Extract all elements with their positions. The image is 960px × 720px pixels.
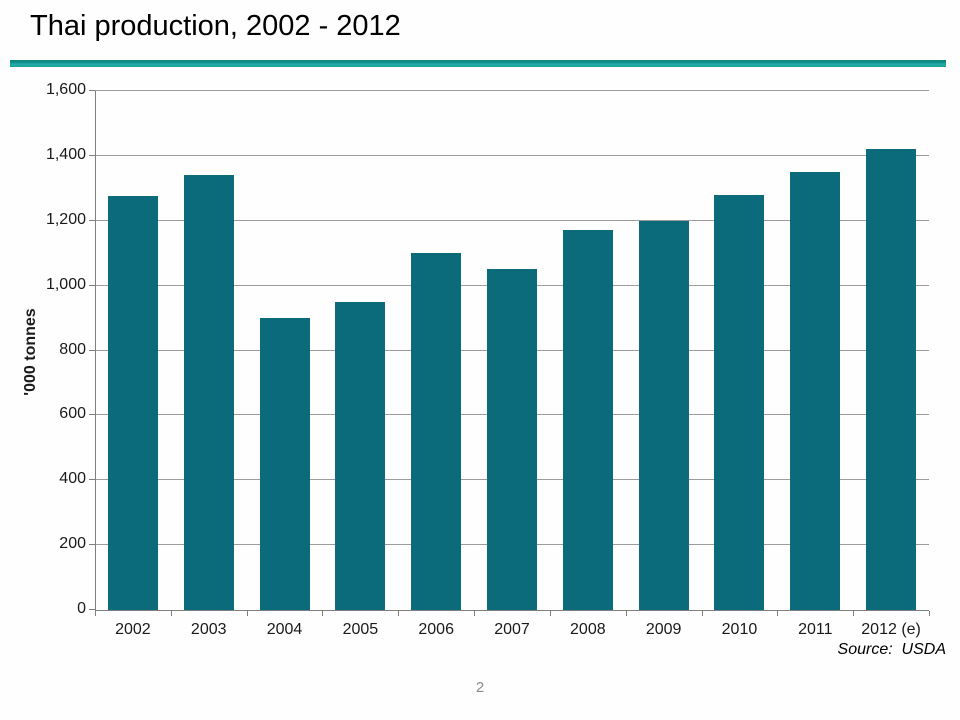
production-bar-chart: '000 tonnes Source: USDA 0 200 400 600 800 1,… [0,75,960,690]
gridline-1200 [95,219,929,221]
x-axis-tick [853,611,854,616]
x-axis-tick [626,611,627,616]
x-axis-label: 2008 [570,621,606,638]
x-axis-label: 2004 [266,621,303,638]
y-axis-tick [89,284,95,286]
bar-2002 [107,196,158,610]
bar-2009 [638,220,689,610]
y-axis-label: 1,200 [45,210,86,228]
y-axis-tick [89,349,95,351]
x-axis-tick [550,611,551,616]
x-axis-tick [322,611,323,616]
x-axis-label: 2011 [798,621,833,638]
x-axis-label: 2002 [115,621,151,638]
x-axis-tick [398,611,399,616]
y-axis-label: 400 [59,470,86,488]
y-axis-label: 200 [59,535,86,553]
source-note: Source: USDA [837,641,946,658]
y-axis-label: 600 [59,405,86,423]
y-axis-tick [89,479,95,481]
x-axis-tick [702,611,703,616]
bar-2005 [335,301,386,610]
x-axis-label: 2010 [721,621,758,638]
x-axis-line [95,610,929,611]
bar-2003 [183,175,234,610]
bar-2008 [562,230,613,610]
y-axis-tick [89,414,95,416]
y-axis-tick [89,219,95,221]
x-axis-label: 2007 [494,621,530,638]
y-axis-label: 800 [59,340,86,358]
x-axis-tick [95,611,96,616]
x-axis-tick [171,611,172,616]
bar-2004 [259,318,310,610]
x-axis-label: 2005 [342,621,379,638]
slide-title: Thai production, 2002 - 2012 [30,10,401,42]
x-axis-tick [247,611,248,616]
x-axis-tick [474,611,475,616]
gridline-1600 [95,90,929,91]
x-axis-label: 2003 [190,621,227,638]
gridline-1400 [95,154,929,156]
page-number: 2 [475,679,485,696]
y-axis-label: 1,000 [45,275,86,293]
bar-2010 [714,194,765,610]
y-axis-label: 1,600 [45,81,86,98]
title-rule-divider [10,60,946,67]
x-axis-label: 2012 (e) [861,621,921,638]
y-axis-tick [89,154,95,156]
x-axis-label: 2009 [645,621,682,638]
bar-2006 [411,253,462,610]
y-axis-tick [89,609,95,610]
y-axis-label: 1,400 [45,145,86,163]
y-axis-tick [89,544,95,546]
bar-2012-e [866,149,917,610]
x-axis-label: 2006 [418,621,454,638]
y-axis-label: 0 [77,600,86,617]
x-axis-tick [777,611,778,616]
x-axis-tick [929,611,930,616]
y-axis-tick [89,90,95,91]
bar-2007 [487,269,537,610]
bar-2011 [790,172,841,610]
y-axis-line [95,91,96,611]
